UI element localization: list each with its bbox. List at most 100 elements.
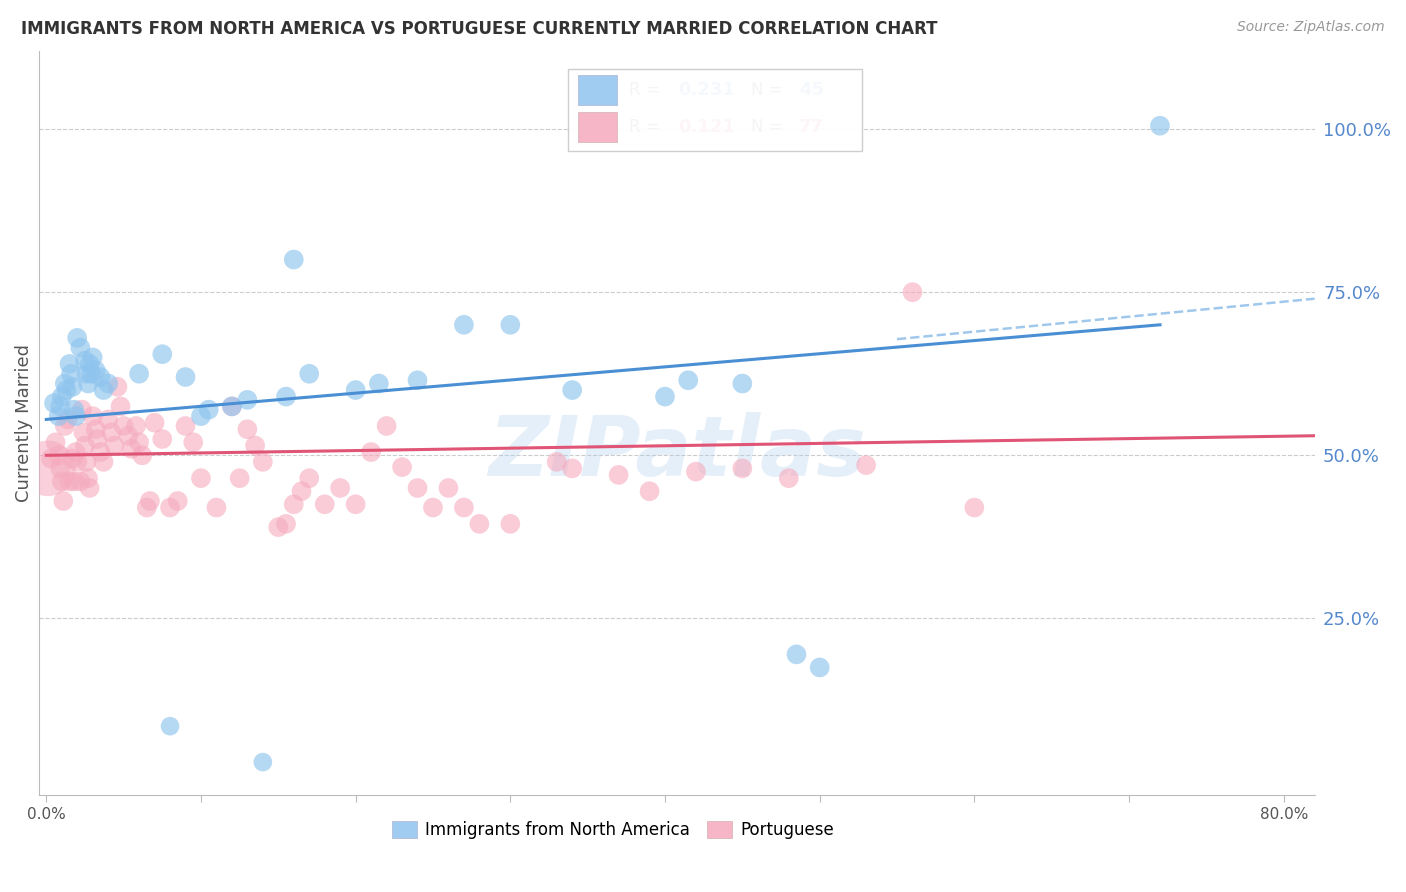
- Point: [120, 442, 142, 456]
- Point: [391, 460, 413, 475]
- Point: [86, 432, 108, 446]
- Point: [97, 412, 120, 426]
- Legend: Immigrants from North America, Portuguese: Immigrants from North America, Portugues…: [385, 814, 841, 846]
- Point: [53, 419, 76, 434]
- Text: R =: R =: [630, 81, 665, 99]
- Text: N =: N =: [751, 119, 787, 136]
- Point: [298, 367, 321, 381]
- Point: [166, 494, 188, 508]
- Point: [80, 367, 103, 381]
- Point: [51, 390, 73, 404]
- Point: [159, 500, 181, 515]
- Point: [422, 500, 444, 515]
- Point: [79, 481, 101, 495]
- Point: [73, 438, 96, 452]
- Point: [82, 409, 104, 424]
- Point: [112, 419, 135, 434]
- Point: [344, 383, 367, 397]
- Point: [128, 367, 150, 381]
- Point: [82, 351, 104, 365]
- Point: [89, 445, 111, 459]
- Point: [107, 380, 129, 394]
- Point: [190, 471, 212, 485]
- Point: [174, 370, 197, 384]
- FancyBboxPatch shape: [568, 70, 862, 151]
- Text: IMMIGRANTS FROM NORTH AMERICA VS PORTUGUESE CURRENTLY MARRIED CORRELATION CHART: IMMIGRANTS FROM NORTH AMERICA VS PORTUGU…: [21, 20, 938, 37]
- Point: [63, 402, 86, 417]
- Point: [131, 448, 153, 462]
- Point: [963, 500, 986, 515]
- Point: [406, 481, 429, 495]
- Point: [228, 471, 250, 485]
- Point: [73, 353, 96, 368]
- Text: R =: R =: [630, 119, 665, 136]
- Point: [499, 318, 522, 332]
- Point: [62, 380, 84, 394]
- Text: 0.121: 0.121: [678, 119, 735, 136]
- Point: [49, 400, 72, 414]
- Point: [52, 494, 75, 508]
- Point: [76, 455, 98, 469]
- Point: [48, 409, 70, 424]
- Point: [243, 438, 266, 452]
- Point: [45, 435, 67, 450]
- Point: [685, 465, 707, 479]
- Point: [100, 425, 122, 440]
- Point: [360, 445, 382, 459]
- Point: [221, 400, 243, 414]
- Point: [70, 402, 93, 417]
- Point: [42, 396, 65, 410]
- Point: [174, 419, 197, 434]
- Point: [344, 497, 367, 511]
- Point: [638, 484, 661, 499]
- Point: [77, 376, 100, 391]
- Point: [66, 331, 89, 345]
- Point: [236, 392, 259, 407]
- Point: [150, 432, 173, 446]
- Point: [37, 461, 59, 475]
- Point: [676, 373, 699, 387]
- Point: [329, 481, 352, 495]
- Point: [274, 516, 297, 531]
- Point: [56, 412, 79, 426]
- Point: [66, 455, 89, 469]
- Point: [1149, 119, 1171, 133]
- Text: 45: 45: [799, 81, 824, 99]
- Point: [65, 409, 87, 424]
- Point: [139, 494, 162, 508]
- Text: 0.231: 0.231: [678, 81, 735, 99]
- Point: [197, 402, 219, 417]
- Text: 77: 77: [799, 119, 824, 136]
- Point: [190, 409, 212, 424]
- Point: [69, 341, 91, 355]
- Point: [252, 755, 274, 769]
- Point: [117, 429, 139, 443]
- Point: [375, 419, 398, 434]
- Point: [731, 461, 754, 475]
- Point: [437, 481, 460, 495]
- Point: [561, 383, 583, 397]
- Point: [55, 383, 77, 397]
- Point: [205, 500, 228, 515]
- Point: [785, 648, 807, 662]
- Point: [221, 400, 243, 414]
- Point: [128, 435, 150, 450]
- Point: [778, 471, 800, 485]
- Point: [93, 455, 115, 469]
- Point: [731, 376, 754, 391]
- Point: [93, 383, 115, 397]
- Point: [77, 471, 100, 485]
- FancyBboxPatch shape: [578, 75, 617, 105]
- Point: [150, 347, 173, 361]
- Point: [65, 445, 87, 459]
- Text: ZIPatlas: ZIPatlas: [488, 412, 866, 493]
- Point: [298, 471, 321, 485]
- Point: [453, 500, 475, 515]
- Point: [60, 367, 83, 381]
- Point: [89, 370, 111, 384]
- Point: [499, 516, 522, 531]
- Point: [63, 475, 86, 489]
- Point: [69, 475, 91, 489]
- Y-axis label: Currently Married: Currently Married: [15, 343, 32, 501]
- Text: N =: N =: [751, 81, 787, 99]
